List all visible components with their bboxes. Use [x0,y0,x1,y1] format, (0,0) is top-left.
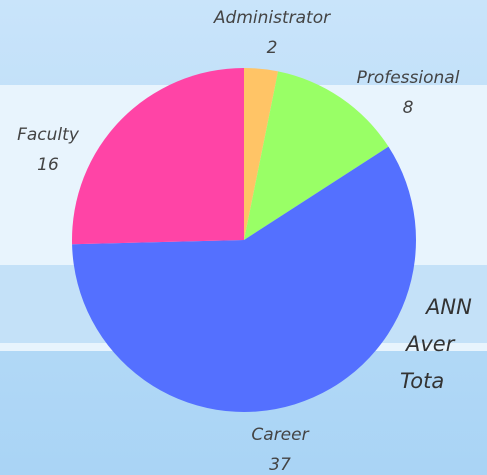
annotations: ANN Aver Tota [400,295,472,393]
slice [244,68,279,240]
slice [72,146,416,412]
slice-value: 2 [267,38,278,58]
annotation: Tota [400,369,444,393]
slice-label: Faculty [17,125,80,145]
slice [244,71,389,240]
labels: Administrator 2 Professional 8 Career 37 Facul… [17,8,460,475]
annotation: ANN [424,295,472,319]
slice-label: Career [251,425,309,445]
slice-label: Professional [357,68,460,88]
slice-label: Administrator [213,8,331,28]
pie [71,68,416,412]
annotation: Aver [404,332,456,356]
slice-value: 37 [269,455,291,475]
slice-value: 8 [403,98,414,118]
slice-value: 16 [37,155,59,175]
slice [71,68,244,245]
